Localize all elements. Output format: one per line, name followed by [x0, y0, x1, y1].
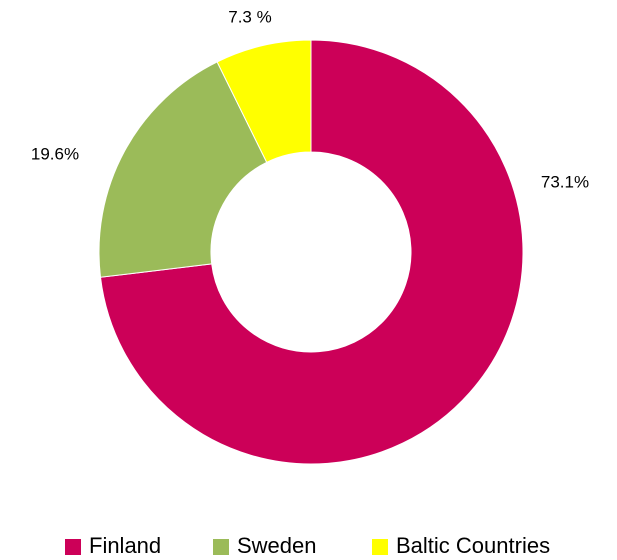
legend-label: Baltic Countries [396, 533, 550, 558]
legend-label: Finland [89, 533, 161, 558]
data-label: 73.1% [541, 172, 589, 191]
data-label: 7.3 % [228, 7, 271, 26]
legend-swatch [213, 539, 229, 555]
slice [216, 39, 312, 164]
legend-label: Sweden [237, 533, 317, 558]
slice [99, 39, 524, 465]
legend-swatch [65, 539, 81, 555]
slice [98, 61, 268, 278]
data-label: 19.6% [31, 144, 79, 163]
legend-swatch [372, 539, 388, 555]
